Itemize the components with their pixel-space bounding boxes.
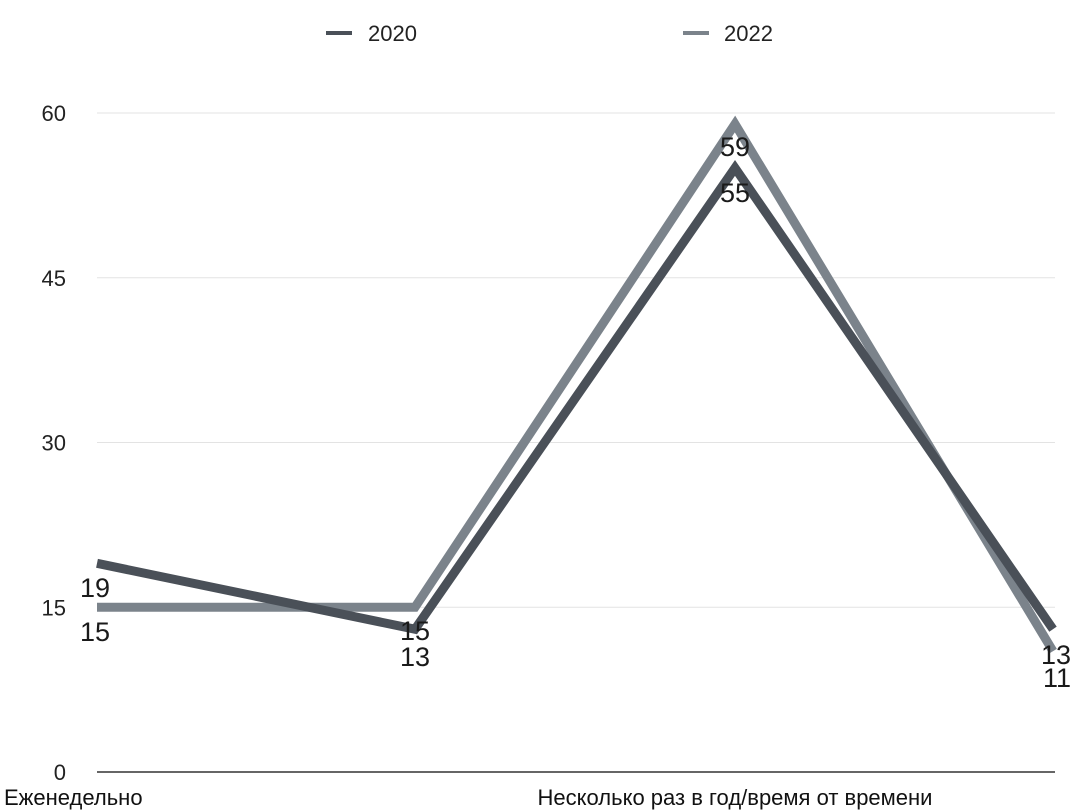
y-tick-label-30: 30: [42, 431, 66, 456]
data-label-2022-3: 11: [1043, 663, 1071, 693]
legend-label-2022: 2022: [724, 21, 773, 46]
data-label-2022-2: 59: [720, 132, 750, 162]
legend: 2020 2022: [326, 21, 773, 46]
data-label-2020-0: 19: [80, 573, 110, 603]
y-tick-label-0: 0: [54, 760, 66, 785]
data-label-2020-3: 13: [1041, 640, 1071, 670]
y-tick-label-45: 45: [42, 266, 66, 291]
series-line-2022: [97, 115, 1057, 654]
y-tick-label-15: 15: [42, 595, 66, 620]
series-line-2020: [96, 160, 1057, 635]
data-label-2020-2: 55: [720, 178, 750, 208]
data-label-2022-0: 15: [80, 617, 110, 647]
x-axis-categories: Еженедельно Несколько раз в год/время от …: [4, 785, 932, 810]
series-lines: [96, 115, 1057, 654]
legend-label-2020: 2020: [368, 21, 417, 46]
x-category-label-0: Еженедельно: [4, 785, 143, 810]
data-label-2022-1: 15: [400, 616, 430, 646]
x-category-label-2: Несколько раз в год/время от времени: [538, 785, 933, 810]
y-axis-ticks: 0 15 30 45 60: [42, 101, 66, 785]
y-tick-label-60: 60: [42, 101, 66, 126]
data-label-2020-1: 13: [400, 642, 430, 672]
